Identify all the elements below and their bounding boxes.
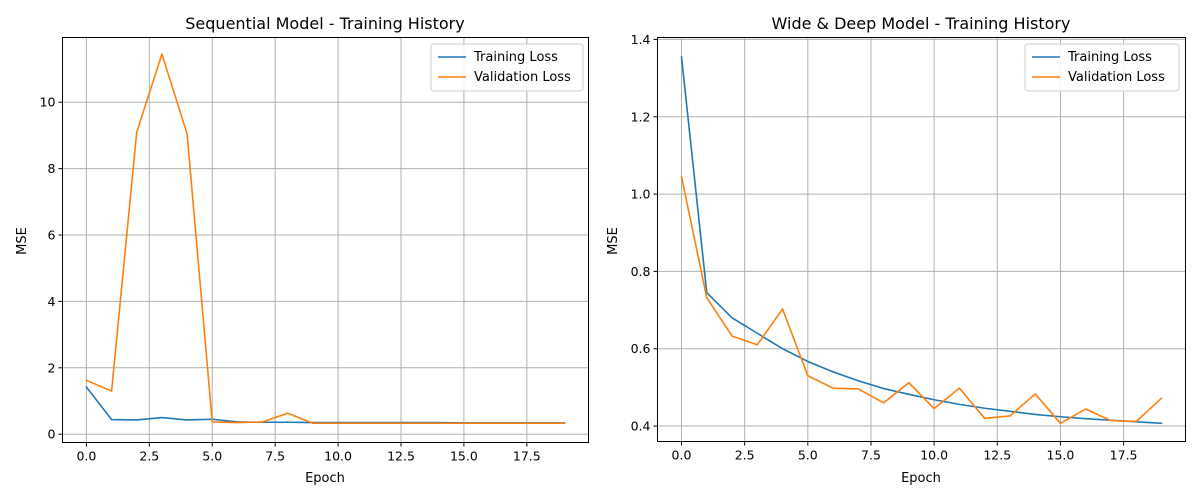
x-tick-label: 15.0 [1047,448,1075,463]
chart-title: Wide & Deep Model - Training History [772,14,1071,33]
legend-label-training: Training Loss [1067,50,1152,65]
y-tick-label: 1.0 [631,187,651,202]
legend: Training Loss Validation Loss [1024,43,1180,92]
y-tick-label: 0 [48,427,56,442]
sequential-model-chart: Sequential Model - Training History Epoc… [15,14,589,486]
y-tick-label: 2 [48,360,56,375]
x-tick-label: 17.5 [1110,448,1138,463]
legend: Training Loss Validation Loss [430,43,584,92]
plot-frame [62,37,589,443]
y-tick-label: 6 [48,228,56,243]
series-line-validation-loss [85,53,566,425]
x-tick-label: 17.5 [513,449,541,464]
x-tick-label: 7.5 [861,448,881,463]
legend-box [1024,43,1180,92]
series-line-validation-loss [680,175,1163,425]
series-line-training-loss [85,385,566,424]
y-tick-label: 10 [40,95,56,110]
legend-box [430,43,584,92]
series [85,53,566,425]
x-tick-label: 5.0 [798,448,818,463]
y-tick-label: 1.2 [631,109,651,124]
x-tick-label: 0.0 [76,449,96,464]
x-tick-label: 5.0 [202,449,222,464]
x-tick-label: 15.0 [450,449,478,464]
legend-label-validation: Validation Loss [474,70,571,85]
x-tick-label: 12.5 [387,449,415,464]
x-axis-label: Epoch [901,471,941,486]
legend-label-validation: Validation Loss [1068,70,1165,85]
y-tick-label: 0.8 [631,264,651,279]
y-axis-label: MSE [606,227,621,255]
legend-label-training: Training Loss [473,50,558,65]
ticks: 0.0 2.5 5.0 7.5 10.0 12.5 15.0 17.5 0.4 0.6 0.8 1.0… [631,32,1138,463]
y-tick-label: 1.4 [631,32,651,47]
x-axis-label: Epoch [305,471,345,486]
y-tick-label: 4 [48,294,56,309]
x-tick-label: 2.5 [139,449,159,464]
x-tick-label: 2.5 [735,448,755,463]
ticks: 0.0 2.5 5.0 7.5 10.0 12.5 15.0 17.5 0 2 4 6 8 10 [40,95,541,464]
y-tick-label: 0.4 [631,419,651,434]
series-line-training-loss [680,55,1163,425]
wide-deep-model-chart: Wide & Deep Model - Training History Epo… [606,14,1186,486]
plot-frame [657,37,1186,442]
x-tick-label: 0.0 [672,448,692,463]
x-tick-label: 10.0 [324,449,352,464]
x-tick-label: 10.0 [920,448,948,463]
y-tick-label: 8 [48,161,56,176]
x-tick-label: 12.5 [983,448,1011,463]
x-tick-label: 7.5 [265,449,285,464]
y-tick-label: 0.6 [631,341,651,356]
y-axis-label: MSE [15,227,30,255]
chart-title: Sequential Model - Training History [185,14,464,33]
grid [657,37,1186,442]
grid [62,37,589,443]
series [680,55,1163,425]
